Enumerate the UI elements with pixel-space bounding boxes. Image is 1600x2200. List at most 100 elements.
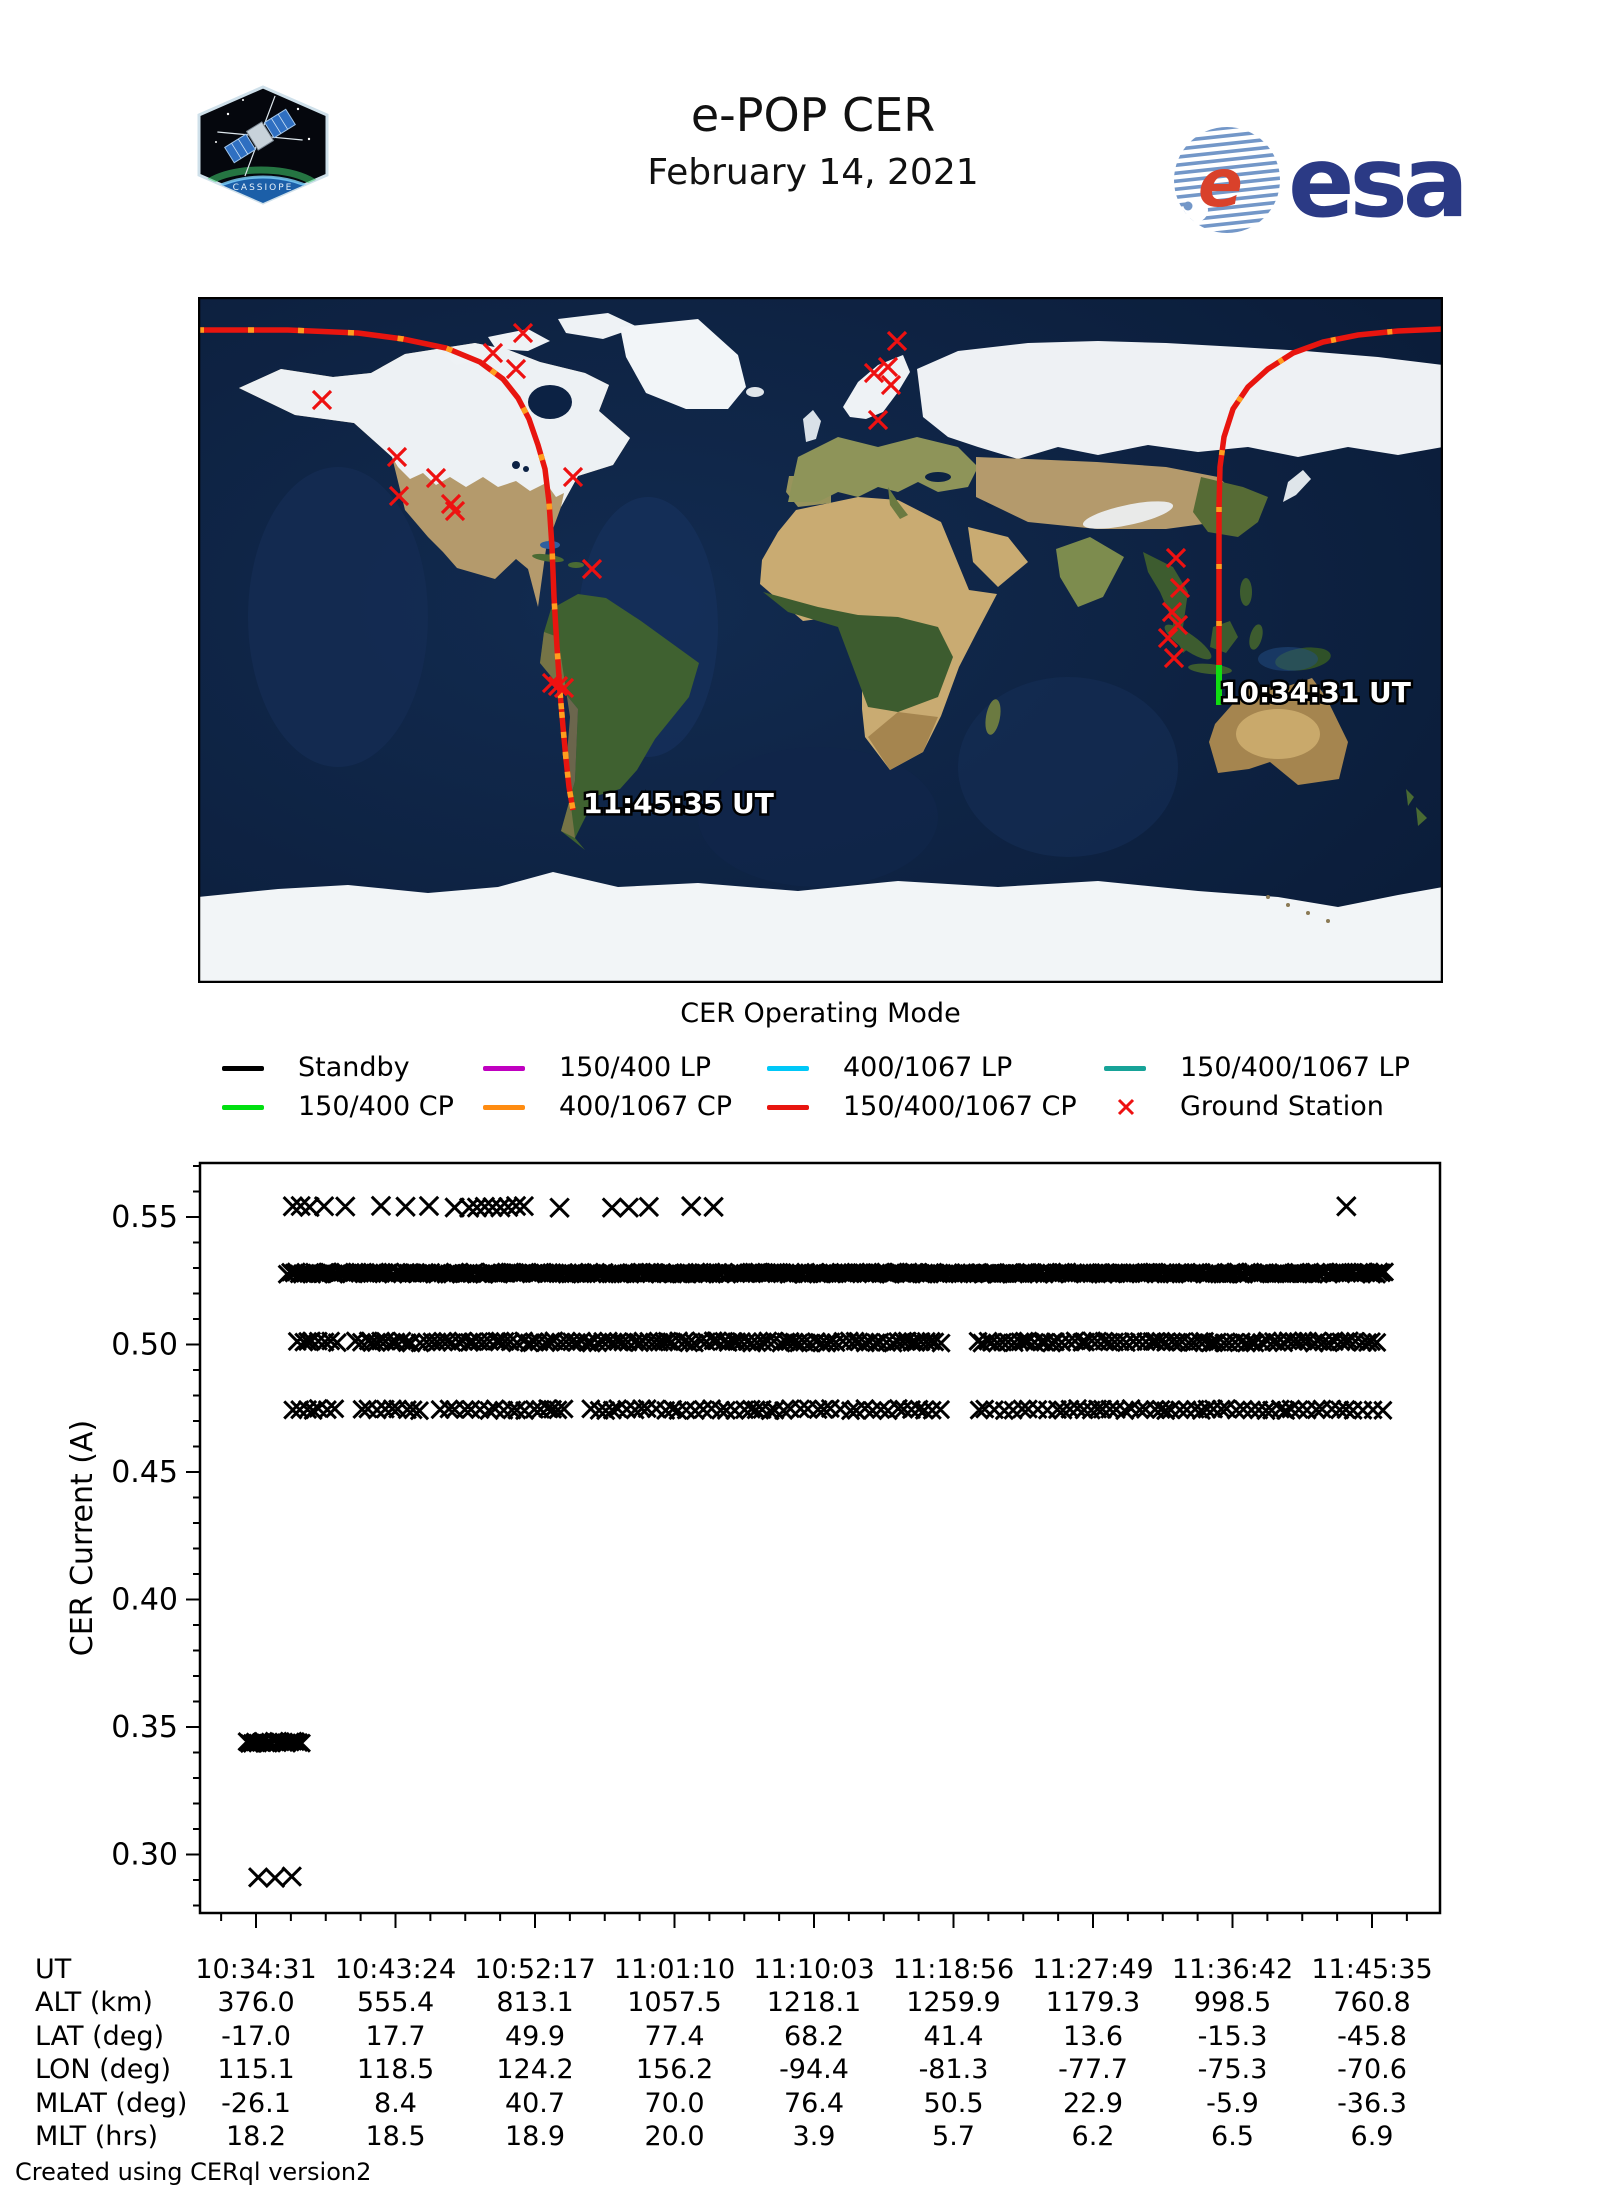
- ephemeris-table: UT 10:34:31 10:43:24 10:52:17 11:01:10 11:10:…: [0, 1940, 1600, 2155]
- table-cell: 40.7: [504, 2087, 566, 2119]
- scatter-band: [247, 1866, 302, 1889]
- table-cell: 555.4: [356, 1987, 435, 2019]
- table-row-label: LON (deg): [35, 2054, 172, 2086]
- table-row-label: UT: [35, 1954, 72, 1985]
- track-orange-mode-left: [198, 327, 576, 811]
- table-cell: 1259.9: [906, 1987, 1001, 2019]
- plot-border: [198, 1161, 1442, 1915]
- table-cell: 49.9: [504, 2020, 566, 2052]
- legend-line-swatch: [222, 1066, 264, 1071]
- table-cell: 3.9: [792, 2121, 836, 2152]
- legend: Standby 150/400 LP 400/1067 LP 150/400/1067…: [0, 1040, 1600, 1150]
- legend-item: 400/1067 CP: [483, 1090, 783, 1124]
- legend-item: 150/400 CP: [222, 1090, 522, 1124]
- table-cell: 13.6: [1062, 2020, 1124, 2052]
- map-continents: [198, 313, 1443, 983]
- ground-track-right-branch: [1216, 326, 1443, 665]
- table-cell: 115.1: [217, 2054, 295, 2086]
- ground-station-x-icon: [1117, 1098, 1135, 1116]
- table-cell: 10:52:17: [474, 1954, 596, 1985]
- legend-line-swatch: [767, 1066, 809, 1071]
- table-cell: 118.5: [356, 2054, 435, 2086]
- table-cell: -75.3: [1197, 2054, 1268, 2086]
- table-cell: 124.2: [496, 2054, 574, 2086]
- table-cell: 68.2: [783, 2020, 845, 2052]
- table-cell: 18.2: [225, 2121, 287, 2152]
- ground-station-markers: [311, 322, 1191, 699]
- table-row-label: MLT (hrs): [35, 2121, 159, 2152]
- legend-label: 400/1067 LP: [843, 1052, 1013, 1083]
- table-cell: 17.7: [365, 2020, 426, 2052]
- table-cell: -94.4: [779, 2054, 849, 2086]
- legend-label: 150/400 CP: [298, 1091, 454, 1122]
- footer-credit: Created using CERql version2: [15, 2158, 372, 2186]
- table-cell: -15.3: [1197, 2020, 1268, 2052]
- legend-item: Ground Station: [1104, 1090, 1404, 1124]
- table-cell: 11:45:35: [1311, 1954, 1433, 1985]
- table-cell: 10:34:31: [195, 1954, 317, 1985]
- legend-item: 150/400/1067 CP: [767, 1090, 1077, 1124]
- legend-label: 400/1067 CP: [559, 1091, 733, 1122]
- legend-line-swatch: [222, 1105, 264, 1110]
- map-start-time-label: 10:34:31 UT: [1220, 676, 1411, 709]
- table-cell: 77.4: [644, 2020, 705, 2052]
- y-tick-label: 0.55: [111, 1200, 178, 1235]
- table-cell: -36.3: [1337, 2087, 1407, 2119]
- scatter-band: [237, 1731, 312, 1754]
- esa-globe-icon: e: [1174, 127, 1280, 233]
- scatter-band: [283, 1398, 1393, 1421]
- table-cell: 156.2: [635, 2054, 714, 2086]
- legend-line-swatch: [767, 1105, 809, 1110]
- table-row-label: ALT (km): [35, 1987, 153, 2019]
- table-cell: -70.6: [1337, 2054, 1407, 2086]
- y-tick-label: 0.30: [111, 1838, 178, 1873]
- table-cell: 11:36:42: [1171, 1954, 1294, 1985]
- table-row-label: MLAT (deg): [35, 2087, 188, 2119]
- table-cell: -17.0: [221, 2020, 291, 2052]
- legend-line-swatch: [483, 1105, 525, 1110]
- table-cell: 998.5: [1193, 1987, 1272, 2019]
- map-border: [198, 297, 1443, 983]
- legend-label: Ground Station: [1180, 1091, 1384, 1122]
- scatter-band: [287, 1331, 1387, 1353]
- table-cell: 41.4: [923, 2020, 984, 2052]
- table-cell: 50.5: [923, 2087, 984, 2119]
- esa-logo: e esa: [1174, 126, 1469, 238]
- y-tick-label: 0.35: [111, 1710, 178, 1745]
- legend-label: 150/400 LP: [559, 1052, 712, 1083]
- table-cell: 1179.3: [1045, 1987, 1141, 2019]
- y-tick-label: 0.45: [111, 1455, 178, 1490]
- table-cell: 6.5: [1211, 2121, 1254, 2152]
- cassiope-patch-logo: CASSIOPE: [197, 85, 329, 205]
- table-cell: 70.0: [644, 2087, 705, 2119]
- y-tick-label: 0.50: [111, 1328, 178, 1363]
- table-cell: 813.1: [496, 1987, 574, 2019]
- legend-label: Standby: [298, 1052, 410, 1083]
- map-end-time-label: 11:45:35 UT: [583, 787, 774, 820]
- table-cell: -26.1: [221, 2087, 291, 2119]
- table-cell: 20.0: [644, 2121, 705, 2152]
- esa-wordmark: esa: [1288, 126, 1464, 238]
- world-map: 10:34:31 UT 11:45:35 UT: [198, 297, 1443, 983]
- scatter-band: [282, 1195, 1357, 1219]
- table-cell: 6.2: [1071, 2121, 1115, 2152]
- track-orange-mode-end: [557, 691, 576, 811]
- table-cell: 18.5: [365, 2121, 426, 2152]
- legend-item: 150/400/1067 LP: [1104, 1051, 1410, 1085]
- y-axis-label: CER Current (A): [65, 1420, 100, 1656]
- y-tick-label: 0.40: [111, 1583, 178, 1618]
- scatter-band: [277, 1262, 1395, 1284]
- legend-label: 150/400/1067 CP: [843, 1091, 1077, 1122]
- table-cell: -77.7: [1058, 2054, 1128, 2086]
- table-cell: -45.8: [1337, 2020, 1407, 2052]
- table-cell: 6.9: [1350, 2121, 1394, 2152]
- table-cell: 11:10:03: [753, 1954, 875, 1985]
- table-cell: 376.0: [217, 1987, 295, 2019]
- legend-label: 150/400/1067 LP: [1180, 1052, 1410, 1083]
- table-cell: 5.7: [932, 2121, 975, 2152]
- table-row-label: LAT (deg): [35, 2020, 165, 2052]
- patch-cassiope-text: CASSIOPE: [233, 183, 294, 193]
- legend-line-swatch: [483, 1066, 525, 1071]
- table-cell: 11:18:56: [892, 1954, 1015, 1985]
